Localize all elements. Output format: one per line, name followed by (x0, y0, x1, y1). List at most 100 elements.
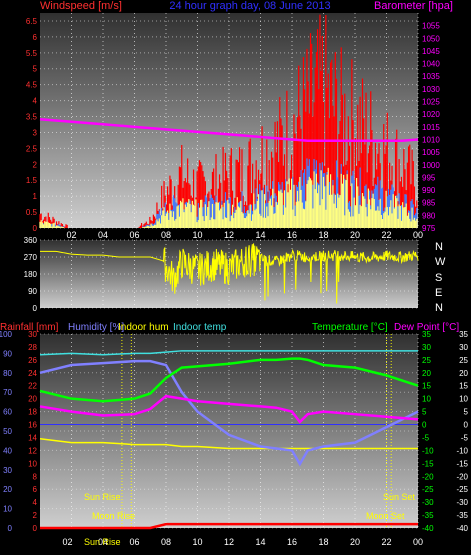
temperature-axis-title: Temperature [°C] (312, 322, 388, 333)
x-tick-clim: 14 (255, 537, 265, 547)
humidity-y-tick: 80 (3, 369, 12, 378)
baro-y-tick: 985 (422, 199, 436, 208)
x-tick-clim: 04 (98, 537, 108, 547)
dewpoint-y-tick: -35 (456, 511, 468, 520)
barometer-axis-title: Barometer [hpa] (374, 0, 453, 12)
indoor-hum-line (39, 438, 418, 450)
grid-lines (40, 13, 419, 529)
x-tick-clim: 22 (381, 537, 391, 547)
wind-y-tick: 5 (33, 65, 38, 74)
rain-y-tick: 0 (33, 524, 38, 533)
humidity-y-tick: 20 (3, 485, 12, 494)
baro-y-tick: 1030 (422, 85, 440, 94)
rainfall-line (40, 522, 418, 530)
humidity-y-tick: 50 (3, 427, 12, 436)
x-tick-wind: 14 (255, 230, 265, 240)
sun-rise-label: Sun Rise (84, 492, 121, 502)
wind-series (39, 14, 419, 228)
dewpoint-y-tick: -15 (456, 459, 468, 468)
baro-y-tick: 1005 (422, 148, 440, 157)
wind-y-tick: 0.5 (26, 208, 38, 217)
temp-y-tick: 10 (422, 395, 431, 404)
temp-y-tick: -25 (422, 485, 434, 494)
x-tick-wind: 08 (161, 230, 171, 240)
baro-y-tick: 1000 (422, 161, 440, 170)
temp-y-tick: 5 (422, 408, 427, 417)
baro-y-tick: 1020 (422, 110, 440, 119)
rain-y-tick: 28 (28, 343, 37, 352)
rainfall-axis-title: Rainfall [mm] (0, 322, 59, 333)
x-tick-clim-first: 02 (62, 537, 72, 547)
climate-series (39, 334, 419, 530)
rain-y-tick: 2 (33, 511, 38, 520)
wind-y-tick: 2.5 (26, 144, 38, 153)
x-tick-wind: 18 (318, 230, 328, 240)
x-tick-clim: 18 (318, 537, 328, 547)
dewpoint-y-tick: -20 (456, 472, 468, 481)
baro-y-tick: 1055 (422, 22, 440, 31)
dewpoint-y-tick: 20 (459, 369, 468, 378)
wind-y-tick: 4.5 (26, 81, 38, 90)
humidity-y-tick: 70 (3, 388, 12, 397)
dir-y-tick: 180 (24, 270, 38, 279)
dewpoint-y-tick: 0 (464, 421, 469, 430)
wind-y-tick: 6 (33, 33, 38, 42)
x-tick-clim: 10 (192, 537, 202, 547)
temp-y-tick: 15 (422, 382, 431, 391)
dewpoint-y-tick: -25 (456, 485, 468, 494)
rain-y-tick: 6 (33, 485, 38, 494)
rain-y-tick: 8 (33, 472, 38, 481)
dir-y-tick: 360 (24, 236, 38, 245)
rain-y-tick: 4 (33, 498, 38, 507)
indoor-temp-label: Indoor temp (173, 322, 227, 333)
temp-y-tick: 25 (422, 356, 431, 365)
dewpoint-y-tick: 35 (459, 330, 468, 339)
baro-y-tick: 990 (422, 186, 436, 195)
wind-y-tick: 2 (33, 160, 38, 169)
dewpoint-y-tick: 10 (459, 395, 468, 404)
humidity-line (39, 359, 419, 467)
moon-rise-label: Moon Rise (92, 511, 135, 521)
wind-y-tick: 3 (33, 128, 38, 137)
dewpoint-y-tick: -10 (456, 446, 468, 455)
moon-set-label: Moon Set (366, 511, 405, 521)
rain-y-tick: 14 (28, 433, 37, 442)
x-tick-wind: 00 (413, 230, 423, 240)
humidity-y-tick: 10 (3, 505, 12, 514)
wind-y-tick: 3.5 (26, 113, 38, 122)
rain-y-tick: 10 (28, 459, 37, 468)
temp-y-tick: 35 (422, 330, 431, 339)
baro-y-tick: 1035 (422, 72, 440, 81)
dir-y-tick: 90 (28, 287, 37, 296)
baro-y-tick: 1010 (422, 135, 440, 144)
direction-series (40, 243, 419, 304)
humidity-y-tick: 0 (8, 524, 13, 533)
compass-n-bottom: N (435, 302, 443, 314)
x-tick-clim: 20 (350, 537, 360, 547)
humidity-y-tick: 60 (3, 408, 12, 417)
temperature-line (39, 357, 419, 403)
barometer-line (39, 117, 419, 142)
dewpoint-y-tick: -40 (456, 524, 468, 533)
x-tick-wind: 10 (192, 230, 202, 240)
x-tick-wind: 16 (287, 230, 297, 240)
temp-y-tick: -30 (422, 498, 434, 507)
dewpoint-y-tick: 5 (464, 408, 469, 417)
x-tick-wind: 22 (381, 230, 391, 240)
axis-labels: 0 0.5 1 1.5 2 2.5 3 3.5 4 4.5 5 5.5 6 6.5 975 980 985 990… (0, 17, 469, 547)
indoor-hum-label: Indoor hum (118, 322, 169, 333)
sun-rise-bottom-label: Sun Rise (84, 537, 121, 547)
dewpoint-y-tick: 25 (459, 356, 468, 365)
rain-y-tick: 16 (28, 421, 37, 430)
x-tick-clim: 16 (287, 537, 297, 547)
wind-y-tick: 1.5 (26, 176, 38, 185)
windspeed-axis-title: Windspeed [m/s] (40, 0, 122, 12)
dewpoint-y-tick: -5 (461, 433, 469, 442)
x-tick-wind: 12 (224, 230, 234, 240)
x-tick-wind: 02 (66, 230, 76, 240)
wind-y-tick: 1 (33, 192, 38, 201)
rain-y-tick: 30 (28, 330, 37, 339)
baro-y-tick: 1050 (422, 34, 440, 43)
baro-y-tick: 980 (422, 211, 436, 220)
temp-y-tick: -20 (422, 472, 434, 481)
